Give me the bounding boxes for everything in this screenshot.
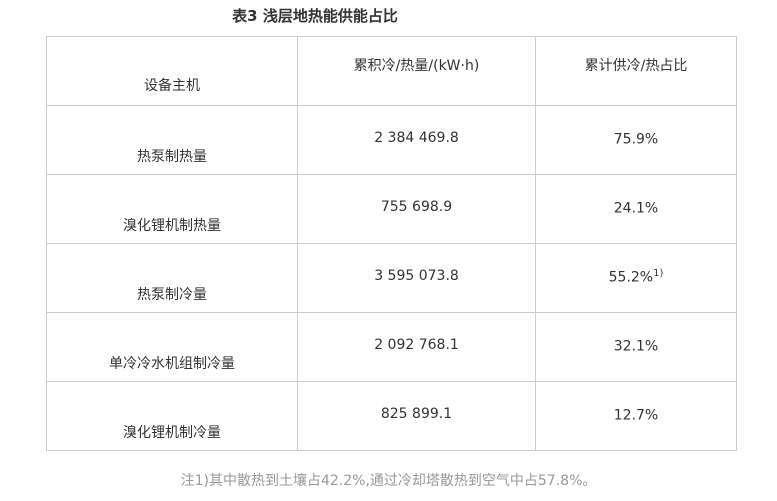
amount-cell: 2 092 768.1 bbox=[297, 312, 536, 382]
table-row: 热泵制冷量 3 595 073.8 55.2%1) bbox=[46, 243, 737, 313]
amount-cell: 825 899.1 bbox=[297, 381, 536, 451]
amount-cell: 3 595 073.8 bbox=[297, 243, 536, 313]
share-wrap: 75.9% bbox=[536, 130, 736, 148]
device-cell: 溴化锂机制热量 bbox=[46, 174, 298, 244]
device-cell: 溴化锂机制冷量 bbox=[46, 381, 298, 451]
amount-cell: 755 698.9 bbox=[297, 174, 536, 244]
device-cell: 热泵制热量 bbox=[46, 105, 298, 175]
header-label: 累积冷/热量/(kW·h) bbox=[353, 58, 480, 74]
share-wrap: 55.2%1) bbox=[536, 268, 736, 286]
share-cell: 75.9% bbox=[535, 105, 737, 175]
device-cell: 热泵制冷量 bbox=[46, 243, 298, 313]
header-device: 设备主机 bbox=[46, 36, 298, 106]
share-cell: 32.1% bbox=[535, 312, 737, 382]
device-name: 溴化锂机制热量 bbox=[123, 218, 221, 234]
device-name: 热泵制热量 bbox=[137, 149, 207, 165]
share-value: 55.2% bbox=[608, 269, 654, 286]
device-cell: 单冷冷水机组制冷量 bbox=[46, 312, 298, 382]
table-row: 溴化锂机制冷量 825 899.1 12.7% bbox=[46, 381, 737, 451]
share-value: 24.1% bbox=[613, 200, 659, 217]
amount-value: 2 092 768.1 bbox=[374, 337, 459, 353]
header-label: 设备主机 bbox=[144, 78, 200, 94]
share-cell: 55.2%1) bbox=[535, 243, 737, 313]
table-header-row: 设备主机 累积冷/热量/(kW·h) 累计供冷/热占比 bbox=[46, 36, 737, 106]
share-wrap: 12.7% bbox=[536, 406, 736, 424]
table-row: 溴化锂机制热量 755 698.9 24.1% bbox=[46, 174, 737, 244]
share-value: 75.9% bbox=[613, 131, 659, 148]
device-name: 单冷冷水机组制冷量 bbox=[109, 356, 235, 372]
amount-value: 3 595 073.8 bbox=[374, 268, 459, 284]
table-title: 表3 浅层地热能供能占比 bbox=[232, 7, 398, 25]
share-cell: 12.7% bbox=[535, 381, 737, 451]
amount-value: 755 698.9 bbox=[380, 199, 453, 215]
device-name: 热泵制冷量 bbox=[137, 287, 207, 303]
table-row: 单冷冷水机组制冷量 2 092 768.1 32.1% bbox=[46, 312, 737, 382]
footnote-mark: 1) bbox=[653, 268, 664, 279]
amount-value: 825 899.1 bbox=[380, 406, 453, 422]
table-row: 热泵制热量 2 384 469.8 75.9% bbox=[46, 105, 737, 175]
energy-share-table: 设备主机 累积冷/热量/(kW·h) 累计供冷/热占比 热泵制热量 2 384 … bbox=[46, 36, 737, 451]
share-cell: 24.1% bbox=[535, 174, 737, 244]
share-value: 32.1% bbox=[613, 338, 659, 355]
header-amount: 累积冷/热量/(kW·h) bbox=[297, 36, 536, 106]
table-footnote: 注1)其中散热到土壤占42.2%,通过冷却塔散热到空气中占57.8%。 bbox=[180, 473, 597, 489]
share-wrap: 24.1% bbox=[536, 199, 736, 217]
share-value: 12.7% bbox=[613, 407, 659, 424]
amount-value: 2 384 469.8 bbox=[374, 130, 459, 146]
amount-cell: 2 384 469.8 bbox=[297, 105, 536, 175]
device-name: 溴化锂机制冷量 bbox=[123, 425, 221, 441]
header-share: 累计供冷/热占比 bbox=[535, 36, 737, 106]
header-label: 累计供冷/热占比 bbox=[584, 58, 688, 74]
share-wrap: 32.1% bbox=[536, 337, 736, 355]
